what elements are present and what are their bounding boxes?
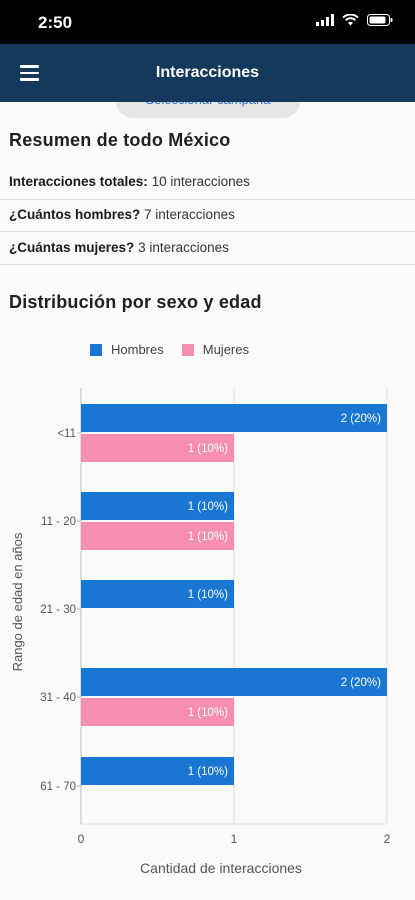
bar-hombres [81,492,234,520]
stat-label: ¿Cuántos hombres? [9,207,141,222]
y-tick-label: 11 - 20 [41,516,76,528]
y-tick-label: 21 - 30 [40,604,76,616]
y-tick-label: 61 - 70 [40,781,76,793]
bar-data-label: 1 (10%) [188,766,228,778]
bar-data-label: 1 (10%) [188,707,228,719]
wifi-icon [342,14,359,26]
page-title: Interacciones [155,64,260,81]
bar-data-label: 1 (10%) [188,589,228,601]
divider [0,199,415,200]
bar-mujeres [81,522,234,550]
distribution-chart: 0 1 2 2 (20%) 1 (10%) <11 1 (10%) 1 (10%) 11 - 2… [10,388,391,876]
stat-women: ¿Cuántas mujeres? 3 interacciones [9,240,229,255]
legend-item-hombres[interactable]: Hombres [90,342,164,357]
bar-hombres [81,580,234,608]
status-icons [316,14,393,26]
stat-value: 7 interacciones [144,207,235,222]
legend-swatch-mujeres [181,343,194,356]
bar-data-label: 1 (10%) [188,443,228,455]
chart-legend: Hombres Mujeres [90,342,267,357]
legend-swatch-hombres [90,343,102,356]
x-tick-label: 1 [231,832,238,846]
divider [0,231,415,232]
x-tick-label: 0 [78,832,85,846]
app-bar: Interacciones [0,44,415,102]
divider [0,264,415,265]
stat-value: 3 interacciones [138,240,229,255]
distribution-title: Distribución por sexo y edad [9,292,262,312]
y-tick-label: 31 - 40 [40,692,76,704]
signal-icon [316,14,334,26]
bar-data-label: 1 (10%) [188,501,228,513]
bar-hombres [81,668,387,696]
stat-men: ¿Cuántos hombres? 7 interacciones [9,207,235,222]
stat-label: ¿Cuántas mujeres? [9,240,135,255]
bar-data-label: 1 (10%) [188,531,228,543]
menu-icon[interactable] [14,59,44,87]
legend-item-mujeres[interactable]: Mujeres [181,342,249,357]
bar-data-label: 2 (20%) [341,677,381,689]
bar-mujeres [81,698,234,726]
y-axis-title: Rango de edad en años [10,532,25,671]
status-time: 2:50 [38,13,73,32]
bar-hombres [81,404,387,432]
x-axis-title: Cantidad de interacciones [140,860,302,876]
summary-title: Resumen de todo México [9,130,231,150]
legend-label: Mujeres [202,342,249,357]
y-tick-label: <11 [57,428,76,440]
legend-label: Hombres [111,342,164,357]
stat-value: 10 interacciones [151,174,250,189]
x-tick-label: 2 [384,832,391,846]
bar-hombres [81,757,234,785]
stat-total-interactions: Interacciones totales: 10 interacciones [9,174,250,189]
bar-mujeres [81,434,234,462]
bar-data-label: 2 (20%) [341,413,381,425]
stat-label: Interacciones totales: [9,174,148,189]
status-bar: 2:50 [0,0,415,44]
battery-icon [367,14,393,26]
